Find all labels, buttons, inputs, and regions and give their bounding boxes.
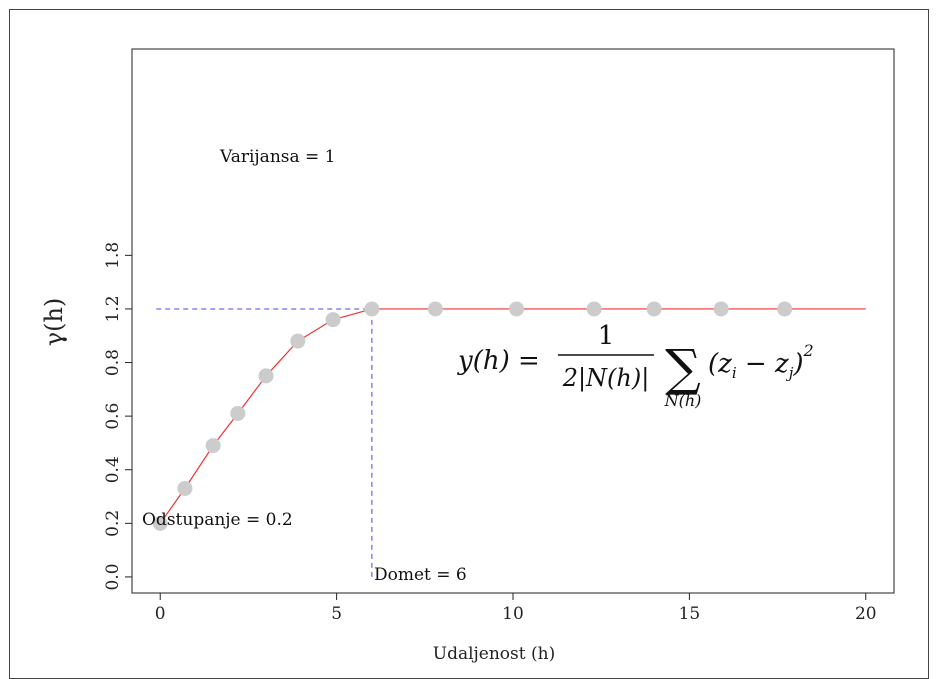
data-point	[177, 480, 193, 496]
formula-numerator: 1	[598, 321, 615, 351]
y-axis: 0.0 0.2 0.4 0.6 0.8 1.2 1.8	[103, 242, 132, 590]
formula-denominator: 2|N(h)|	[562, 364, 650, 393]
variogram-formula: y(h) = 1 2|N(h)| ∑ N(h) (zi − zj)2	[457, 321, 814, 410]
reference-lines	[156, 308, 373, 577]
y-axis-title: γ(h)	[40, 298, 68, 347]
y-tick-label: 1.2	[103, 295, 123, 322]
x-tick-label: 15	[679, 604, 701, 624]
data-point	[152, 515, 168, 531]
y-tick-label: 0.6	[103, 403, 123, 430]
fitted-line-path	[159, 308, 866, 524]
x-tick-label: 5	[331, 604, 342, 624]
empirical-points	[152, 301, 793, 531]
data-point	[364, 301, 380, 317]
range-annotation: Domet = 6	[374, 565, 467, 585]
data-point	[205, 438, 221, 454]
x-tick-label: 20	[855, 604, 877, 624]
data-point	[258, 368, 274, 384]
data-point	[586, 301, 602, 317]
y-tick-label: 1.8	[103, 242, 123, 269]
fitted-line	[159, 308, 866, 524]
x-axis: 0 5 10 15 20	[155, 593, 877, 624]
data-point	[325, 312, 341, 328]
data-point	[713, 301, 729, 317]
sill-annotation: Varijansa = 1	[219, 147, 336, 167]
y-tick-label: 0.0	[103, 563, 123, 590]
data-point	[230, 405, 246, 421]
nugget-annotation: Odstupanje = 0.2	[142, 510, 293, 530]
formula-lhs: y(h) =	[457, 346, 540, 376]
y-tick-label: 0.2	[103, 510, 123, 537]
data-point	[509, 301, 525, 317]
x-tick-label: 10	[502, 604, 524, 624]
x-tick-label: 0	[155, 604, 166, 624]
y-tick-label: 0.8	[103, 349, 123, 376]
data-point	[777, 301, 793, 317]
sum-term: (zi − zj)2	[708, 341, 814, 382]
sum-index: N(h)	[664, 391, 702, 410]
data-point	[427, 301, 443, 317]
data-point	[646, 301, 662, 317]
y-tick-label: 0.4	[103, 456, 123, 483]
sum-symbol: ∑	[665, 339, 701, 397]
data-point	[290, 333, 306, 349]
x-axis-title: Udaljenost (h)	[433, 644, 555, 664]
